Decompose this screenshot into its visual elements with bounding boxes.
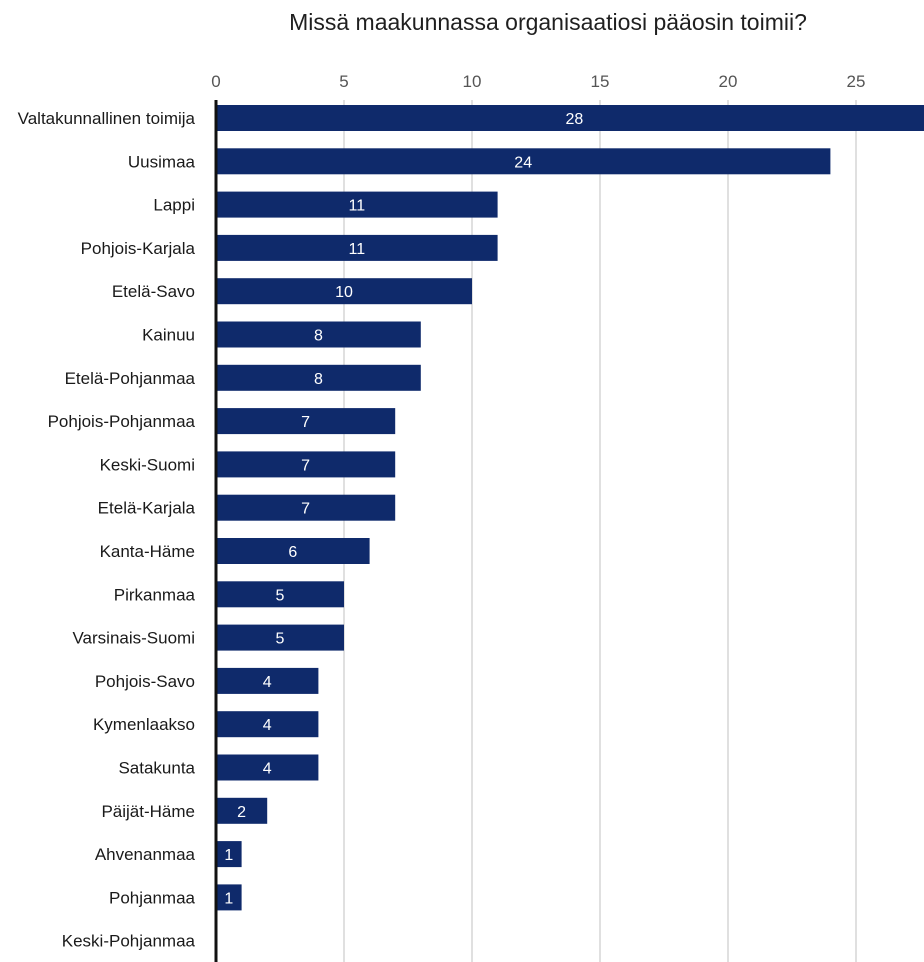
chart-title: Missä maakunnassa organisaatiosi pääosin… <box>289 9 807 35</box>
bar-value-label: 4 <box>263 674 272 691</box>
bar <box>216 538 370 564</box>
bar-value-label: 24 <box>514 154 532 171</box>
bar-value-label: 28 <box>566 111 584 128</box>
bar <box>216 711 319 738</box>
bar-value-label: 11 <box>348 198 365 215</box>
category-label: Uusimaa <box>128 152 196 171</box>
category-label: Etelä-Pohjanmaa <box>65 369 196 388</box>
category-label: Ahvenanmaa <box>95 845 196 864</box>
bar <box>216 624 344 651</box>
bar-value-label: 7 <box>301 414 310 431</box>
bar <box>216 581 344 608</box>
x-tick-label: 5 <box>339 72 348 91</box>
category-label: Keski-Pohjanmaa <box>62 932 196 951</box>
bar <box>216 408 396 435</box>
x-tick-label: 20 <box>719 72 738 91</box>
category-label: Satakunta <box>118 759 195 778</box>
bar-value-label: 7 <box>301 501 310 518</box>
bar <box>216 148 831 175</box>
x-tick-label: 0 <box>211 72 220 91</box>
category-label: Kainuu <box>142 326 195 345</box>
bar <box>216 494 396 521</box>
x-tick-label: 15 <box>591 72 610 91</box>
category-label: Lappi <box>153 196 195 215</box>
bar-value-label: 1 <box>224 890 233 907</box>
bar-value-label: 7 <box>301 457 310 474</box>
category-label: Pohjois-Savo <box>95 672 195 691</box>
bar-value-label: 11 <box>348 241 365 258</box>
bar <box>216 321 421 348</box>
bar <box>216 841 242 868</box>
category-label: Pohjanmaa <box>109 888 196 907</box>
category-label: Päijät-Häme <box>101 802 195 821</box>
category-label: Kymenlaakso <box>93 715 195 734</box>
category-label: Keski-Suomi <box>100 455 195 474</box>
bar <box>216 797 268 824</box>
bar-value-label: 6 <box>288 544 297 561</box>
category-label: Pirkanmaa <box>114 585 196 604</box>
bar <box>216 754 319 781</box>
bar <box>216 234 498 261</box>
bar <box>216 364 421 391</box>
bar-value-label: 5 <box>276 631 285 648</box>
bar <box>216 451 396 478</box>
category-label: Varsinais-Suomi <box>72 629 195 648</box>
bar-value-label: 4 <box>263 761 272 778</box>
bar <box>216 667 319 694</box>
bar-value-label: 4 <box>263 717 272 734</box>
category-label: Valtakunnallinen toimija <box>18 109 196 128</box>
x-tick-label: 25 <box>847 72 866 91</box>
category-label: Etelä-Savo <box>112 282 195 301</box>
bar-value-label: 10 <box>335 284 353 301</box>
bar <box>216 191 498 218</box>
x-axis-ticks: 0 5 10 15 20 25 <box>211 72 865 91</box>
bar-value-label: 8 <box>314 328 323 345</box>
bar-value-label: 2 <box>237 804 246 821</box>
category-label: Pohjois-Pohjanmaa <box>48 412 196 431</box>
bar-value-label: 5 <box>276 587 285 604</box>
bar-value-label: 8 <box>314 371 323 388</box>
grid-lines <box>343 100 857 962</box>
x-tick-label: 10 <box>463 72 482 91</box>
category-label: Pohjois-Karjala <box>81 239 196 258</box>
bar-value-label: 1 <box>224 847 233 864</box>
category-label: Etelä-Karjala <box>98 499 196 518</box>
category-label: Kanta-Häme <box>100 542 195 561</box>
bar <box>216 884 242 911</box>
bar <box>216 105 924 131</box>
category-labels: Valtakunnallinen toimija Uusimaa Lappi Pohj… <box>18 109 196 951</box>
bar <box>216 278 472 305</box>
